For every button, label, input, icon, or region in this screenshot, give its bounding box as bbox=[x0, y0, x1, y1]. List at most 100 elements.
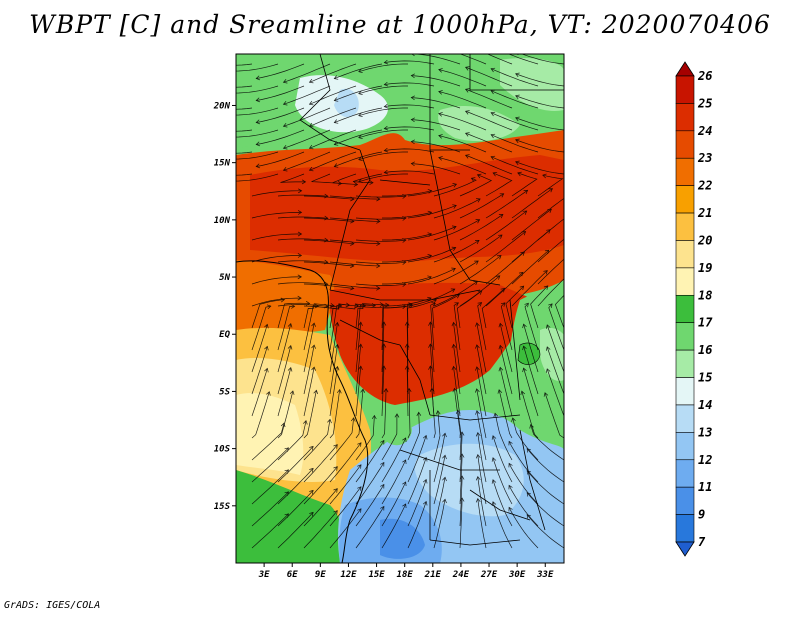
streamline bbox=[433, 281, 478, 307]
streamline-arrow bbox=[380, 439, 385, 445]
streamline bbox=[563, 305, 564, 306]
streamline-arrow bbox=[333, 466, 338, 471]
streamline-arrow bbox=[475, 454, 481, 459]
streamline-arrow bbox=[410, 95, 415, 101]
streamline-arrow bbox=[498, 366, 504, 372]
streamline-arrow bbox=[452, 387, 458, 393]
x-tick-label: 6E bbox=[287, 570, 298, 580]
streamline bbox=[355, 283, 406, 286]
streamline-arrow bbox=[309, 511, 314, 517]
streamline-arrow bbox=[297, 210, 303, 215]
streamline-arrow bbox=[327, 418, 332, 424]
streamline bbox=[355, 195, 406, 198]
streamline-arrow bbox=[358, 365, 363, 370]
streamline bbox=[465, 132, 513, 153]
streamline bbox=[433, 219, 480, 241]
streamline-arrow bbox=[350, 417, 356, 422]
streamline bbox=[476, 388, 487, 439]
streamline bbox=[251, 447, 289, 483]
streamline-arrow bbox=[474, 260, 479, 265]
streamline-arrow bbox=[360, 388, 366, 393]
streamline bbox=[433, 433, 446, 483]
streamline-arrow bbox=[376, 218, 381, 224]
streamline bbox=[537, 258, 564, 285]
streamline-arrow bbox=[357, 486, 362, 491]
hottest-sahel-core bbox=[250, 155, 564, 262]
colorbar-swatch bbox=[675, 322, 695, 351]
streamline bbox=[563, 261, 564, 262]
streamline-arrow bbox=[308, 78, 314, 84]
streamline-arrow bbox=[311, 344, 316, 349]
streamline-arrow bbox=[490, 67, 496, 73]
streamline bbox=[526, 470, 564, 505]
angola-coast-green bbox=[380, 408, 412, 446]
streamline-arrow bbox=[545, 324, 551, 329]
streamline-arrow bbox=[314, 303, 319, 309]
colorbar-label: 11 bbox=[698, 480, 712, 494]
streamline bbox=[277, 323, 292, 373]
streamline bbox=[236, 129, 279, 138]
streamline bbox=[334, 85, 383, 101]
atlantic-palest-field bbox=[236, 393, 304, 475]
streamline bbox=[251, 368, 268, 417]
streamline-arrow bbox=[298, 188, 303, 194]
streamline-arrow bbox=[282, 166, 288, 172]
streamline-arrow bbox=[308, 100, 314, 106]
streamline-arrow bbox=[451, 343, 457, 349]
streamline bbox=[438, 69, 487, 87]
streamline bbox=[303, 305, 319, 351]
streamline bbox=[303, 488, 338, 527]
coastal-west-orange bbox=[236, 260, 335, 335]
streamline-arrow bbox=[515, 94, 520, 100]
streamline bbox=[251, 423, 285, 461]
streamline bbox=[251, 299, 285, 329]
streamline-arrow bbox=[309, 445, 314, 451]
streamline bbox=[523, 368, 539, 417]
streamline-arrow bbox=[508, 506, 513, 512]
x-tick-label: 30E bbox=[508, 570, 526, 580]
streamline bbox=[283, 129, 331, 149]
colorbar-label: 12 bbox=[698, 453, 712, 467]
streamline-arrow bbox=[490, 89, 496, 95]
streamline bbox=[499, 345, 513, 395]
streamline-arrow bbox=[435, 410, 441, 415]
streamline bbox=[515, 117, 564, 131]
streamline bbox=[508, 441, 539, 483]
streamline bbox=[508, 507, 539, 549]
streamline-arrow bbox=[451, 225, 457, 230]
streamline bbox=[382, 297, 432, 307]
colorbar-label: 21 bbox=[697, 206, 712, 220]
streamline bbox=[537, 197, 564, 219]
streamline-arrow bbox=[475, 322, 480, 327]
streamline-arrow bbox=[543, 285, 549, 290]
streamline bbox=[381, 321, 385, 373]
streamline bbox=[459, 214, 504, 241]
streamline-arrow bbox=[284, 513, 289, 518]
streamline bbox=[251, 276, 302, 285]
streamline-arrow bbox=[475, 366, 480, 371]
streamline bbox=[563, 217, 564, 218]
streamline bbox=[433, 455, 446, 505]
colorbar-label: 13 bbox=[698, 425, 712, 439]
streamline bbox=[459, 475, 463, 527]
streamline-arrow bbox=[491, 435, 497, 440]
streamline bbox=[407, 183, 457, 197]
streamline bbox=[355, 462, 385, 505]
streamline bbox=[505, 285, 524, 329]
streamline-arrow bbox=[358, 321, 363, 326]
streamline bbox=[303, 510, 338, 549]
streamline-arrow bbox=[464, 154, 470, 159]
streamline bbox=[358, 63, 408, 73]
streamline bbox=[309, 151, 357, 171]
streamline-arrow bbox=[402, 459, 407, 465]
streamline-arrow bbox=[369, 180, 374, 185]
streamline-arrow bbox=[357, 508, 362, 513]
streamline bbox=[411, 97, 461, 109]
streamline-arrow bbox=[569, 270, 573, 274]
streamline-arrow bbox=[385, 302, 390, 308]
streamline-arrow bbox=[383, 59, 389, 65]
colorbar-swatch bbox=[675, 349, 695, 378]
streamlines bbox=[236, 54, 573, 549]
streamline bbox=[438, 135, 487, 153]
